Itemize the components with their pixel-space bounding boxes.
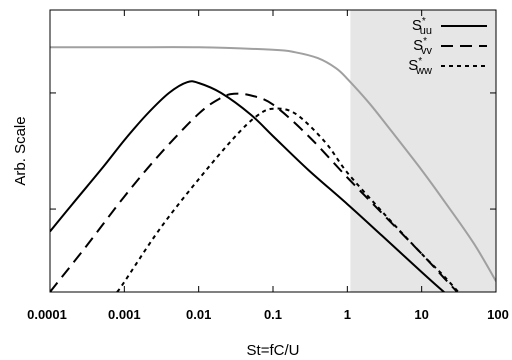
x-tick-label: 0.0001	[27, 307, 67, 322]
legend-label: S* vv	[413, 36, 432, 57]
x-tick-label: 0.1	[264, 307, 282, 322]
x-tick-labels: 0.0001 0.001 0.01 0.1 1 10 100	[27, 307, 509, 322]
x-tick-label: 100	[487, 307, 509, 322]
x-tick-label: 0.001	[108, 307, 141, 322]
x-tick-label: 0.01	[186, 307, 211, 322]
plot-frame	[49, 9, 497, 293]
series-line-reference	[50, 46, 496, 282]
x-axis-label: St=fC/U	[247, 342, 300, 359]
legend-label: S* ww	[408, 56, 432, 77]
shaded-region	[350, 10, 496, 292]
legend-entry-uu: S* uu	[412, 16, 487, 37]
x-tick-label: 10	[414, 307, 428, 322]
legend-label: S* uu	[412, 16, 432, 37]
series-line-vv	[50, 92, 458, 292]
x-tick-label: 1	[344, 307, 351, 322]
legend: S* uuS* vvS* ww	[408, 16, 487, 77]
y-axis-label: Arb. Scale	[12, 116, 29, 185]
series-line-ww	[116, 107, 460, 292]
series-line-uu	[50, 80, 446, 292]
legend-entry-vv: S* vv	[413, 36, 487, 57]
legend-entry-ww: S* ww	[408, 56, 487, 77]
series-lines	[50, 46, 496, 292]
